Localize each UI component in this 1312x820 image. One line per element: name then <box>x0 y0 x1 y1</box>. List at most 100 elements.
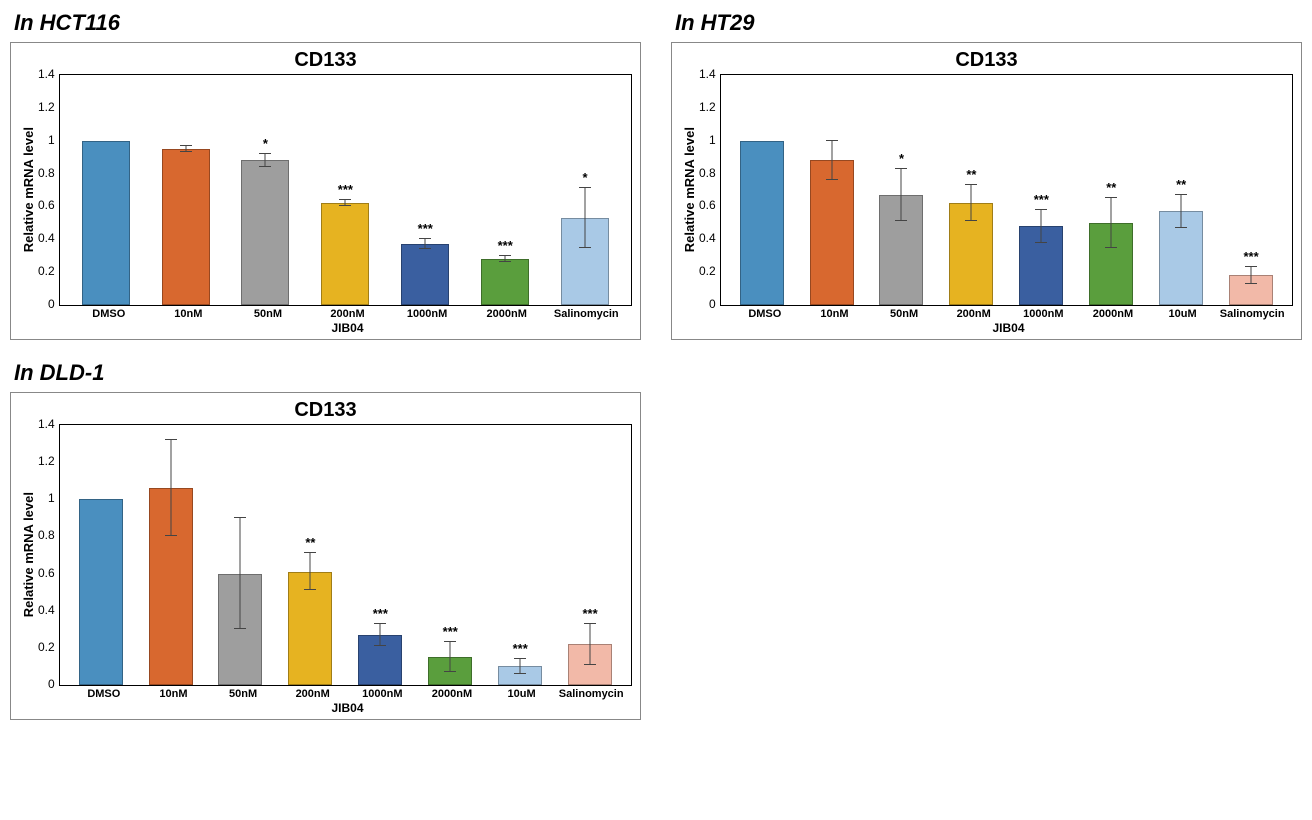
error-cap <box>514 658 526 659</box>
error-bar <box>520 659 521 674</box>
chart-title: CD133 <box>19 399 632 422</box>
error-cap <box>1105 247 1117 248</box>
x-tick-label: 10uM <box>487 688 557 700</box>
x-axis-ticks: DMSO10nM50nM200nM1000nM2000nM10uMSalinom… <box>63 686 632 700</box>
x-tick-label: 10nM <box>800 308 870 320</box>
error-bar <box>585 188 586 247</box>
error-cap <box>1035 209 1047 210</box>
error-cap <box>1105 197 1117 198</box>
bar-col <box>136 425 206 685</box>
error-bar <box>310 553 311 590</box>
significance-marker: *** <box>498 238 513 253</box>
plot-wrap: Relative mRNA level 1.41.210.80.60.40.20… <box>680 74 1293 306</box>
x-tick-label: 2000nM <box>467 308 547 320</box>
error-cap <box>965 184 977 185</box>
y-axis-ticks: 1.41.210.80.60.40.20 <box>699 74 720 304</box>
bar-col: *** <box>1006 75 1076 305</box>
x-tick-label: 2000nM <box>417 688 487 700</box>
y-axis-ticks: 1.41.210.80.60.40.20 <box>38 74 59 304</box>
bar-col: ** <box>1076 75 1146 305</box>
x-tick-label: DMSO <box>730 308 800 320</box>
bar-col: ** <box>275 425 345 685</box>
error-cap <box>180 151 192 152</box>
error-cap <box>444 671 456 672</box>
error-cap <box>895 220 907 221</box>
significance-marker: *** <box>418 221 433 236</box>
plot-area: ************* <box>720 74 1293 306</box>
error-cap <box>1245 266 1257 267</box>
bar-col: *** <box>465 75 545 305</box>
significance-marker: ** <box>305 535 315 550</box>
figure-grid: In HCT116 CD133 Relative mRNA level 1.41… <box>10 10 1302 720</box>
x-tick-label: 200nM <box>308 308 388 320</box>
error-bar <box>170 440 171 537</box>
error-cap <box>584 664 596 665</box>
x-tick-label: DMSO <box>69 308 149 320</box>
panel-title: In HCT116 <box>14 10 641 36</box>
bar-col: ** <box>1146 75 1216 305</box>
bar-col: *** <box>415 425 485 685</box>
error-cap <box>826 179 838 180</box>
error-cap <box>499 255 511 256</box>
group-label: JIB04 <box>795 321 1222 335</box>
bar <box>401 244 449 305</box>
bars-container: ************* <box>721 75 1292 305</box>
bar <box>740 141 784 305</box>
error-cap <box>374 623 386 624</box>
panel-title: In HT29 <box>675 10 1302 36</box>
x-axis-row: DMSO10nM50nM200nM1000nM2000nM10uMSalinom… <box>680 306 1293 335</box>
x-tick-label: 10nM <box>139 688 209 700</box>
error-bar <box>1111 198 1112 247</box>
x-tick-label: 10nM <box>149 308 229 320</box>
error-cap <box>180 145 192 146</box>
error-bar <box>450 642 451 672</box>
error-cap <box>374 645 386 646</box>
bar-col <box>206 425 276 685</box>
significance-marker: ** <box>966 167 976 182</box>
error-cap <box>826 140 838 141</box>
error-bar <box>971 185 972 221</box>
significance-marker: *** <box>338 182 353 197</box>
bar <box>162 149 210 305</box>
x-tick-label: 1000nM <box>387 308 467 320</box>
significance-marker: *** <box>1034 192 1049 207</box>
error-bar <box>380 624 381 646</box>
error-cap <box>339 205 351 206</box>
significance-marker: *** <box>443 624 458 639</box>
panel-dld1: In DLD-1 CD133 Relative mRNA level 1.41.… <box>10 360 641 720</box>
chart-box: CD133 Relative mRNA level 1.41.210.80.60… <box>671 42 1302 340</box>
x-tick-label: 1000nM <box>348 688 418 700</box>
error-bar <box>901 169 902 222</box>
panel-title: In DLD-1 <box>14 360 641 386</box>
panel-hct116: In HCT116 CD133 Relative mRNA level 1.41… <box>10 10 641 340</box>
x-axis-row: DMSO10nM50nM200nM1000nM2000nMSalinomycin… <box>19 306 632 335</box>
bar-col: ** <box>936 75 1006 305</box>
x-tick-label: 200nM <box>939 308 1009 320</box>
x-tick-label: 1000nM <box>1009 308 1079 320</box>
y-axis-ticks: 1.41.210.80.60.40.20 <box>38 424 59 684</box>
error-cap <box>304 589 316 590</box>
bar <box>79 499 123 685</box>
x-axis-ticks: DMSO10nM50nM200nM1000nM2000nM10uMSalinom… <box>724 306 1293 320</box>
bar <box>810 160 854 305</box>
plot-wrap: Relative mRNA level 1.41.210.80.60.40.20… <box>19 424 632 686</box>
bar-col <box>727 75 797 305</box>
error-cap <box>1035 242 1047 243</box>
x-tick-label: 200nM <box>278 688 348 700</box>
bars-container: ************** <box>60 425 631 685</box>
bar-col: *** <box>1216 75 1286 305</box>
error-cap <box>514 673 526 674</box>
significance-marker: *** <box>583 606 598 621</box>
error-cap <box>339 199 351 200</box>
y-axis-label: Relative mRNA level <box>19 127 38 252</box>
bar-col: *** <box>485 425 555 685</box>
chart-title: CD133 <box>680 49 1293 72</box>
bar-col <box>797 75 867 305</box>
chart-box: CD133 Relative mRNA level 1.41.210.80.60… <box>10 42 641 340</box>
error-cap <box>579 247 591 248</box>
significance-marker: * <box>263 136 268 151</box>
bars-container: *********** <box>60 75 631 305</box>
significance-marker: ** <box>1176 177 1186 192</box>
error-bar <box>1181 195 1182 228</box>
significance-marker: ** <box>1106 180 1116 195</box>
